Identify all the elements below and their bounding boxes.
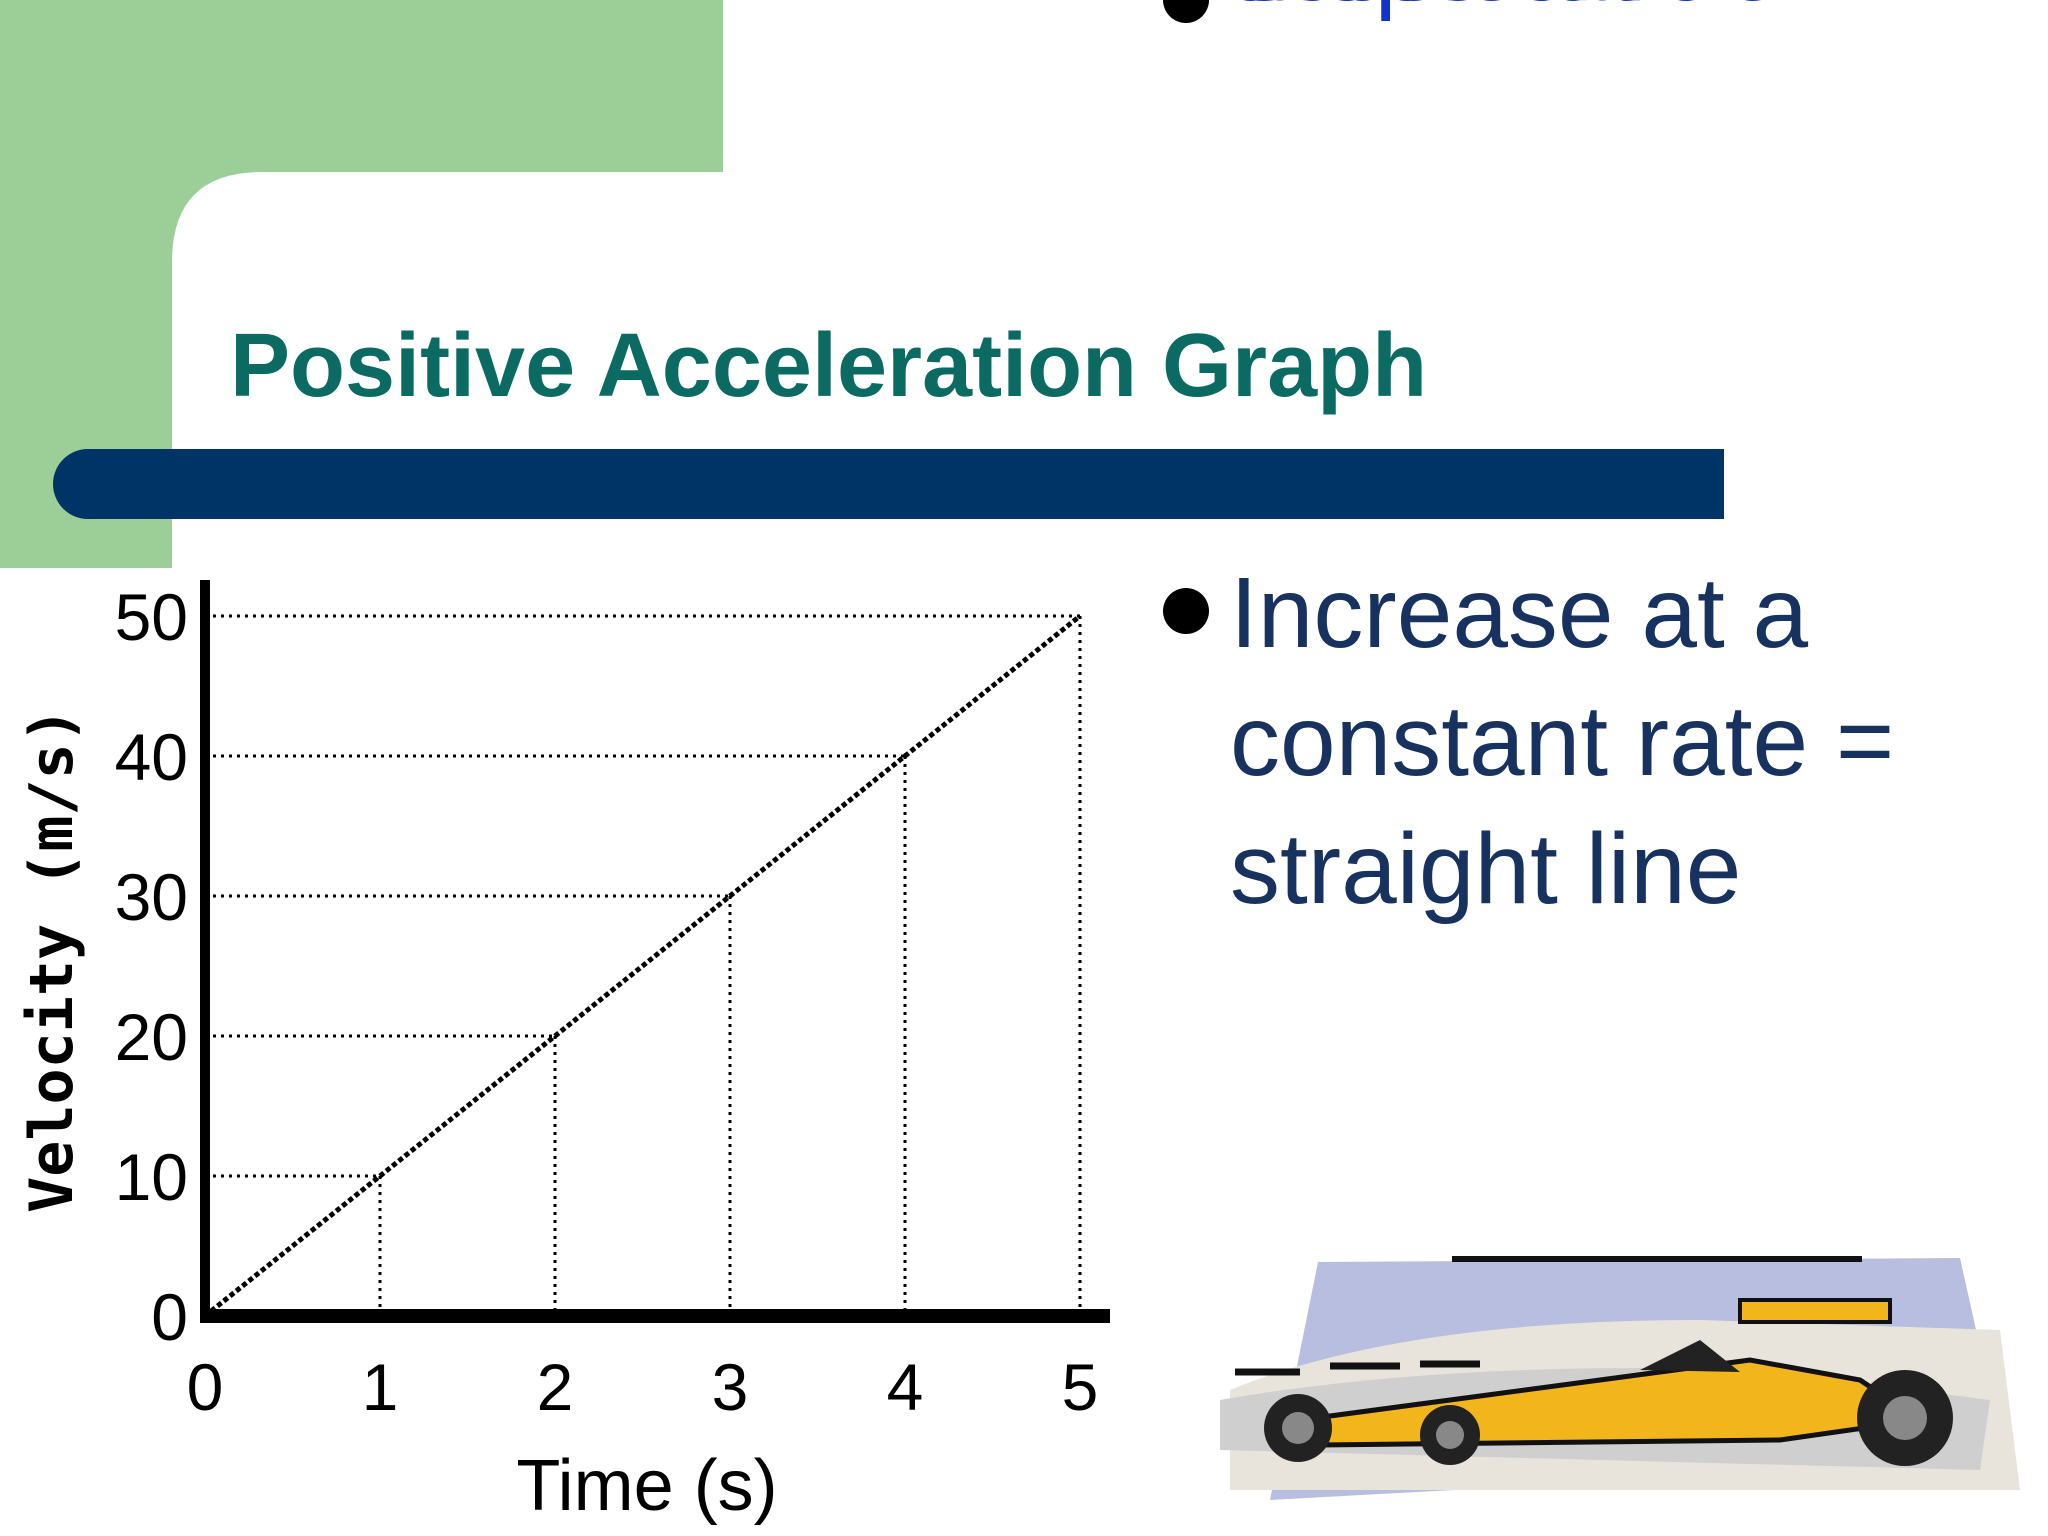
y-tick-label: 40: [115, 720, 188, 794]
bullet-text: Slope of line =: [1230, 0, 1867, 22]
x-tick-label: 0: [187, 1350, 224, 1424]
bullet-text: acceleration: [1230, 0, 1769, 22]
slide-title: Positive Acceleration Graph: [230, 316, 1427, 416]
x-axis-label: Time (s): [516, 1446, 777, 1526]
y-tick-label: 50: [115, 580, 188, 654]
y-tick-label: 10: [115, 1140, 188, 1214]
x-tick-label: 4: [887, 1350, 924, 1424]
bullet-text: constant rate =: [1230, 685, 1894, 797]
bullet-text: straight line: [1230, 813, 1741, 925]
y-axis-label: Velocity (m/s): [17, 707, 87, 1213]
bullet-dot: [1163, 588, 1209, 634]
data-line: [203, 614, 1082, 1318]
y-tick-label: 20: [115, 1000, 188, 1074]
y-tick-label: 0: [151, 1280, 188, 1354]
x-tick-label: 2: [537, 1350, 574, 1424]
x-tick-label: 5: [1062, 1350, 1099, 1424]
title-bar: [53, 449, 1724, 519]
bullet-text: Increase at a: [1230, 557, 1809, 669]
x-tick-label: 3: [712, 1350, 749, 1424]
race-car-clipart: [1220, 1256, 2020, 1500]
x-tick-label: 1: [362, 1350, 399, 1424]
bullet-dot: [1163, 0, 1209, 23]
bullet-list: Increase at a constant rate = straight lin…: [1163, 0, 1894, 925]
y-tick-label: 30: [115, 860, 188, 934]
